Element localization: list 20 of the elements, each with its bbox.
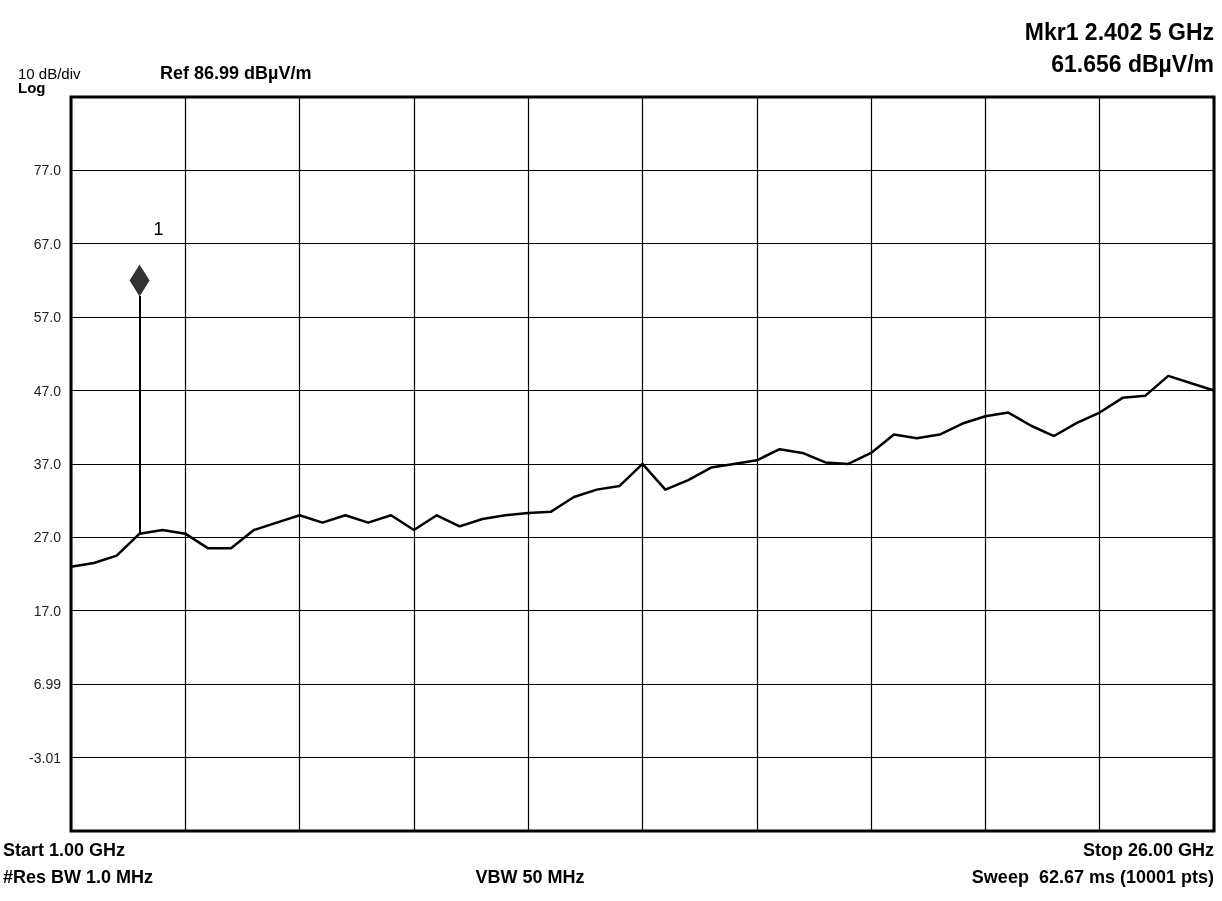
text: Stop 26.00 GHz (1082, 840, 1214, 860)
y-tick-label: 77.0 (33, 162, 62, 179)
y-tick-label: -3.01 (29, 749, 62, 766)
y-tick-label: 47.0 (33, 382, 62, 399)
y-tick-label: 57.0 (33, 309, 62, 326)
text: Ref 86.99 dBµV/m (160, 63, 312, 83)
text: Start 1.00 GHz (3, 840, 126, 860)
text: Log (18, 79, 46, 96)
annotation: 1 (153, 219, 164, 240)
text: Mkr1 2.402 5 GHz (1024, 18, 1214, 45)
y-tick-label: 67.0 (33, 235, 62, 252)
text: Sweep 62.67 ms (10001 pts) (971, 867, 1214, 887)
y-tick-label: 17.0 (33, 602, 62, 619)
text: #Res BW 1.0 MHz (3, 867, 154, 887)
y-tick-label: 27.0 (33, 529, 62, 546)
y-tick-label: 6.99 (33, 676, 62, 693)
y-tick-label: 37.0 (33, 455, 62, 472)
text: 61.656 dBµV/m (1051, 50, 1214, 77)
text: VBW 50 MHz (475, 867, 585, 887)
text: 10 dB/div (18, 65, 82, 82)
